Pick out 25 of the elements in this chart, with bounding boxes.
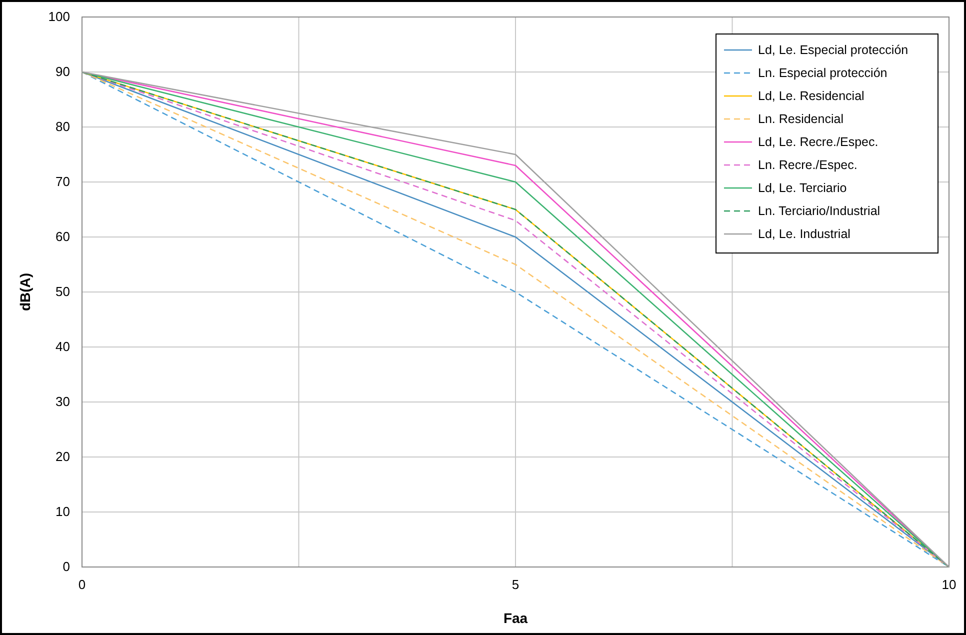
legend-label: Ld, Le. Residencial	[758, 89, 864, 103]
y-tick-label: 90	[56, 64, 70, 79]
y-tick-label: 40	[56, 339, 70, 354]
legend-label: Ld, Le. Especial protección	[758, 43, 908, 57]
y-tick-label: 70	[56, 174, 70, 189]
legend-label: Ld, Le. Industrial	[758, 227, 850, 241]
legend-label: Ln. Residencial	[758, 112, 844, 126]
legend-label: Ln. Recre./Espec.	[758, 158, 858, 172]
y-axis-title: dB(A)	[17, 272, 33, 312]
x-tick-label: 5	[512, 577, 520, 592]
y-tick-label: 0	[62, 559, 70, 574]
y-tick-label: 50	[56, 284, 70, 299]
legend-label: Ln. Terciario/Industrial	[758, 204, 880, 218]
y-tick-label: 80	[56, 119, 70, 134]
y-tick-label: 10	[56, 504, 70, 519]
legend-label: Ld, Le. Recre./Espec.	[758, 135, 878, 149]
x-tick-label: 0	[78, 577, 86, 592]
y-tick-label: 60	[56, 229, 70, 244]
y-tick-label: 20	[56, 449, 70, 464]
x-tick-label: 10	[942, 577, 956, 592]
y-tick-label: 100	[48, 9, 70, 24]
legend-label: Ln. Especial protección	[758, 66, 888, 80]
y-tick-label: 30	[56, 394, 70, 409]
legend-label: Ld, Le. Terciario	[758, 181, 847, 195]
x-axis-title: Faa	[503, 610, 528, 626]
